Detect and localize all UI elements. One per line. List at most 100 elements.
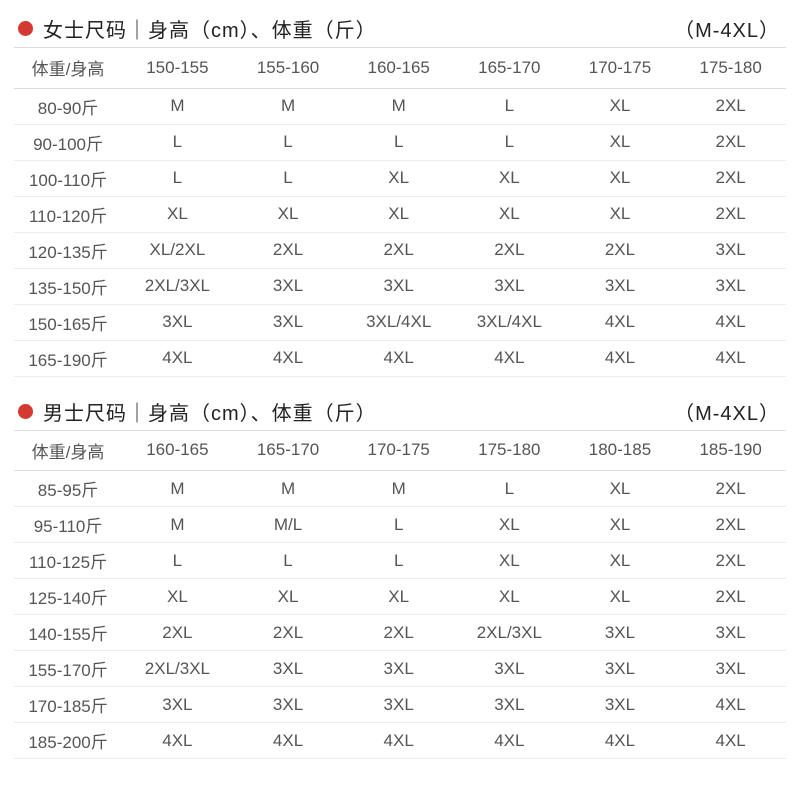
size-cell: 3XL xyxy=(675,615,786,651)
size-cell: XL xyxy=(454,196,565,232)
size-cell: L xyxy=(233,543,344,579)
size-cell: 3XL xyxy=(122,304,233,340)
size-cell: XL xyxy=(565,507,676,543)
table-row: 95-110斤MM/LLXLXL2XL xyxy=(14,507,786,543)
table-row: 140-155斤2XL2XL2XL2XL/3XL3XL3XL xyxy=(14,615,786,651)
size-cell: L xyxy=(454,88,565,124)
row-label: 80-90斤 xyxy=(14,88,122,124)
col-header: 155-160 xyxy=(233,48,344,88)
col-header: 170-175 xyxy=(343,431,454,471)
women-tbody: 80-90斤MMMLXL2XL90-100斤LLLLXL2XL100-110斤L… xyxy=(14,88,786,376)
col-header: 175-180 xyxy=(454,431,565,471)
size-cell: 4XL xyxy=(122,723,233,759)
table-row: 85-95斤MMMLXL2XL xyxy=(14,471,786,507)
size-cell: M/L xyxy=(233,507,344,543)
corner-header: 体重/身高 xyxy=(14,431,122,471)
table-row: 110-125斤LLLXLXL2XL xyxy=(14,543,786,579)
size-cell: M xyxy=(343,471,454,507)
table-row: 155-170斤2XL/3XL3XL3XL3XL3XL3XL xyxy=(14,651,786,687)
table-row: 90-100斤LLLLXL2XL xyxy=(14,124,786,160)
size-cell: 2XL xyxy=(343,232,454,268)
size-cell: L xyxy=(454,471,565,507)
row-label: 125-140斤 xyxy=(14,579,122,615)
size-cell: XL xyxy=(565,160,676,196)
table-row: 120-135斤XL/2XL2XL2XL2XL2XL3XL xyxy=(14,232,786,268)
women-size-panel: 女士尺码｜身高（cm）、体重（斤） （M-4XL） 体重/身高 150-155 … xyxy=(0,0,800,383)
size-cell: XL xyxy=(343,196,454,232)
size-cell: XL xyxy=(343,579,454,615)
size-cell: 4XL xyxy=(675,340,786,376)
size-cell: 3XL xyxy=(675,268,786,304)
size-cell: 4XL xyxy=(233,340,344,376)
size-cell: 3XL xyxy=(454,268,565,304)
table-row: 170-185斤3XL3XL3XL3XL3XL4XL xyxy=(14,687,786,723)
men-title: 男士尺码｜身高（cm）、体重（斤） xyxy=(43,397,674,426)
size-cell: 3XL xyxy=(233,651,344,687)
size-cell: 3XL xyxy=(343,687,454,723)
size-cell: 4XL xyxy=(122,340,233,376)
size-cell: XL xyxy=(122,196,233,232)
size-cell: 3XL xyxy=(343,651,454,687)
size-cell: L xyxy=(454,124,565,160)
table-row: 165-190斤4XL4XL4XL4XL4XL4XL xyxy=(14,340,786,376)
row-label: 170-185斤 xyxy=(14,687,122,723)
table-row: 80-90斤MMMLXL2XL xyxy=(14,88,786,124)
size-cell: 3XL/4XL xyxy=(454,304,565,340)
size-cell: 2XL/3XL xyxy=(122,268,233,304)
table-row: 135-150斤2XL/3XL3XL3XL3XL3XL3XL xyxy=(14,268,786,304)
table-row: 100-110斤LLXLXLXL2XL xyxy=(14,160,786,196)
row-label: 110-125斤 xyxy=(14,543,122,579)
size-cell: XL xyxy=(122,579,233,615)
table-header-row: 体重/身高 160-165 165-170 170-175 175-180 18… xyxy=(14,431,786,471)
men-size-panel: 男士尺码｜身高（cm）、体重（斤） （M-4XL） 体重/身高 160-165 … xyxy=(0,383,800,766)
size-cell: 4XL xyxy=(454,340,565,376)
size-cell: XL xyxy=(454,579,565,615)
size-cell: 3XL xyxy=(454,651,565,687)
col-header: 165-170 xyxy=(233,431,344,471)
bullet-dot-icon xyxy=(18,21,33,36)
size-cell: XL xyxy=(454,507,565,543)
women-title-row: 女士尺码｜身高（cm）、体重（斤） （M-4XL） xyxy=(14,10,786,48)
col-header: 170-175 xyxy=(565,48,676,88)
size-cell: XL xyxy=(233,579,344,615)
size-cell: 2XL xyxy=(675,507,786,543)
size-cell: 3XL xyxy=(233,304,344,340)
size-cell: XL xyxy=(343,160,454,196)
size-cell: 2XL xyxy=(343,615,454,651)
size-cell: 2XL xyxy=(675,543,786,579)
size-cell: 3XL/4XL xyxy=(343,304,454,340)
size-cell: L xyxy=(343,124,454,160)
col-header: 160-165 xyxy=(122,431,233,471)
size-cell: XL xyxy=(233,196,344,232)
row-label: 135-150斤 xyxy=(14,268,122,304)
table-row: 150-165斤3XL3XL3XL/4XL3XL/4XL4XL4XL xyxy=(14,304,786,340)
size-cell: L xyxy=(122,124,233,160)
row-label: 165-190斤 xyxy=(14,340,122,376)
row-label: 100-110斤 xyxy=(14,160,122,196)
size-cell: 2XL xyxy=(675,160,786,196)
size-cell: XL xyxy=(565,579,676,615)
col-header: 150-155 xyxy=(122,48,233,88)
size-cell: 2XL xyxy=(122,615,233,651)
size-cell: XL xyxy=(565,196,676,232)
size-cell: 4XL xyxy=(675,304,786,340)
row-label: 90-100斤 xyxy=(14,124,122,160)
size-cell: 3XL xyxy=(343,268,454,304)
row-label: 120-135斤 xyxy=(14,232,122,268)
size-cell: XL xyxy=(454,160,565,196)
table-row: 125-140斤XLXLXLXLXL2XL xyxy=(14,579,786,615)
size-cell: 3XL xyxy=(675,651,786,687)
size-cell: 2XL/3XL xyxy=(454,615,565,651)
row-label: 95-110斤 xyxy=(14,507,122,543)
size-cell: 4XL xyxy=(565,723,676,759)
size-cell: 3XL xyxy=(565,615,676,651)
size-cell: 4XL xyxy=(675,723,786,759)
row-label: 140-155斤 xyxy=(14,615,122,651)
size-cell: 3XL xyxy=(233,268,344,304)
size-cell: 3XL xyxy=(233,687,344,723)
size-cell: 3XL xyxy=(454,687,565,723)
col-header: 165-170 xyxy=(454,48,565,88)
size-cell: L xyxy=(233,124,344,160)
size-cell: XL xyxy=(565,471,676,507)
size-cell: XL xyxy=(565,543,676,579)
